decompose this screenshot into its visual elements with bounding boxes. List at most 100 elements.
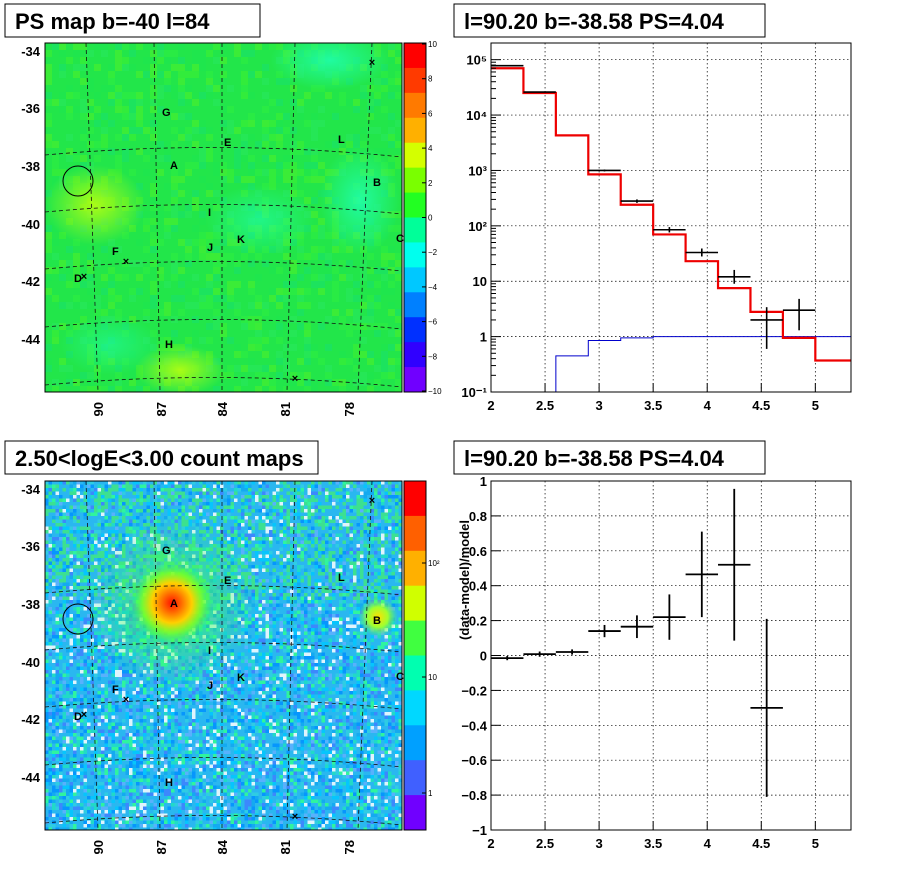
ps-map-pixel: [101, 288, 108, 295]
count-map-pixel: [167, 509, 171, 513]
count-map-pixel: [69, 491, 73, 495]
ps-map-pixel: [192, 274, 199, 281]
count-map-pixel: [255, 519, 259, 523]
count-map-pixel: [171, 488, 175, 492]
count-map-pixel: [332, 621, 336, 625]
count-map-pixel: [174, 509, 178, 513]
ps-map-pixel: [360, 302, 367, 309]
count-map-pixel: [311, 621, 315, 625]
count-map-pixel: [213, 516, 217, 520]
count-map-pixel: [132, 516, 136, 520]
ps-map-pixel: [290, 330, 297, 337]
count-map-pixel: [286, 554, 290, 558]
ps-map-pixel: [297, 330, 304, 337]
count-map-pixel: [381, 582, 385, 586]
ps-map-pixel: [332, 379, 339, 386]
colorbar-label: 6: [428, 109, 433, 118]
count-map-pixel: [325, 589, 329, 593]
count-map-pixel: [125, 502, 129, 506]
count-map-pixel: [307, 530, 311, 534]
count-map-pixel: [279, 505, 283, 509]
ps-map-pixel: [73, 281, 80, 288]
count-map-pixel: [76, 645, 80, 649]
count-map-pixel: [325, 586, 329, 590]
count-map-pixel: [255, 582, 259, 586]
ps-map-pixel: [192, 204, 199, 211]
count-map-pixel: [318, 582, 322, 586]
count-map-pixel: [307, 502, 311, 506]
count-map-pixel: [52, 638, 56, 642]
ps-map-pixel: [66, 372, 73, 379]
count-map-pixel: [339, 516, 343, 520]
count-map-pixel: [311, 491, 315, 495]
count-map-pixel: [293, 603, 297, 607]
count-map-pixel: [374, 488, 378, 492]
ps-map-pixel: [101, 127, 108, 134]
count-map-pixel: [251, 502, 255, 506]
count-map-pixel: [307, 589, 311, 593]
count-map-pixel: [314, 554, 318, 558]
count-map-pixel: [293, 512, 297, 516]
count-map-pixel: [59, 593, 63, 597]
count-map-pixel: [111, 670, 115, 674]
count-map-pixel: [286, 663, 290, 667]
ps-map-pixel: [290, 281, 297, 288]
ps-map-pixel: [283, 281, 290, 288]
count-map-pixel: [286, 621, 290, 625]
ps-map-pixel: [213, 43, 220, 50]
ps-map-pixel: [206, 85, 213, 92]
ps-map-pixel: [157, 71, 164, 78]
count-map-pixel: [325, 516, 329, 520]
count-map-pixel: [258, 523, 262, 527]
ps-map-pixel: [297, 323, 304, 330]
count-map-pixel: [321, 621, 325, 625]
count-map-pixel: [118, 519, 122, 523]
count-map-pixel: [279, 519, 283, 523]
ps-map-pixel: [234, 344, 241, 351]
count-map-pixel: [370, 652, 374, 656]
source-label-f: F: [112, 246, 119, 258]
ps-map-pixel: [164, 204, 171, 211]
count-map-pixel: [328, 544, 332, 548]
count-map-pixel: [290, 544, 294, 548]
count-map-pixel: [62, 488, 66, 492]
count-map-pixel: [293, 498, 297, 502]
count-map-pixel: [111, 488, 115, 492]
ps-map-pixel: [87, 141, 94, 148]
count-map-pixel: [230, 505, 234, 509]
count-map-pixel: [353, 565, 357, 569]
ps-map-pixel: [143, 218, 150, 225]
count-map-pixel: [318, 579, 322, 583]
count-map-pixel: [76, 666, 80, 670]
count-map-pixel: [83, 516, 87, 520]
count-map-pixel: [346, 558, 350, 562]
ps-map-pixel: [178, 211, 185, 218]
count-map-pixel: [76, 554, 80, 558]
count-map-pixel: [342, 586, 346, 590]
count-map-pixel: [388, 659, 392, 663]
ps-warm-region: [135, 345, 225, 392]
count-map-pixel: [73, 617, 77, 621]
count-map-pixel: [286, 652, 290, 656]
count-map-pixel: [188, 491, 192, 495]
count-map-pixel: [381, 561, 385, 565]
count-map-pixel: [227, 498, 231, 502]
count-map-pixel: [321, 663, 325, 667]
count-map-pixel: [293, 663, 297, 667]
count-map-pixel: [370, 656, 374, 660]
count-map-pixel: [251, 519, 255, 523]
ps-map-pixel: [129, 64, 136, 71]
count-map-pixel: [255, 572, 259, 576]
ps-map-pixel: [255, 365, 262, 372]
count-map-pixel: [370, 572, 374, 576]
count-map-pixel: [157, 491, 161, 495]
count-map-pixel: [157, 509, 161, 513]
count-map-pixel: [360, 540, 364, 544]
count-map-pixel: [335, 516, 339, 520]
count-map-pixel: [73, 544, 77, 548]
colorbar-segment: [404, 317, 426, 343]
count-map-pixel: [398, 502, 402, 506]
count-map-pixel: [234, 491, 238, 495]
count-map-pixel: [52, 519, 56, 523]
ps-map-pixel: [136, 127, 143, 134]
